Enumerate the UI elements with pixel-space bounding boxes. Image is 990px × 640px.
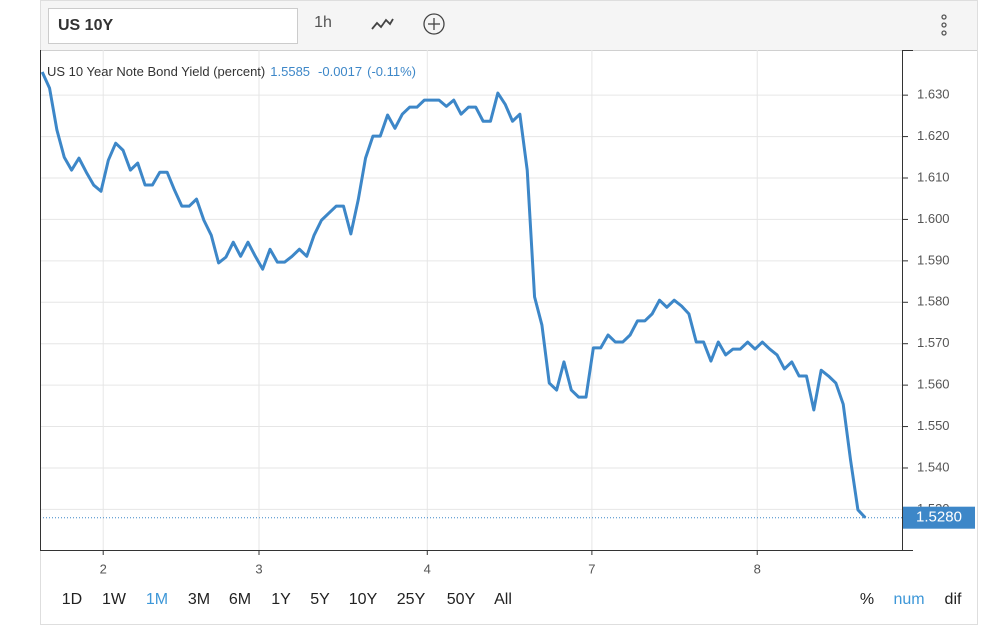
plot (40, 50, 902, 550)
range-button[interactable]: 6M (229, 591, 251, 608)
mode-button[interactable]: num (893, 591, 924, 608)
range-button[interactable]: 3M (188, 591, 210, 608)
range-button[interactable]: 50Y (447, 591, 476, 608)
y-tick-label: 1.630 (917, 87, 950, 102)
menu-dot (941, 30, 947, 36)
menu-dot (941, 22, 947, 28)
y-tick-label: 1.620 (917, 128, 950, 143)
y-tick-label: 1.600 (917, 211, 950, 226)
indicator-button[interactable] (423, 13, 445, 35)
plus-circle (423, 13, 445, 35)
series-line (40, 71, 867, 519)
y-tick-label: 1.580 (917, 294, 950, 309)
x-tick-label: 3 (255, 561, 262, 576)
range-button[interactable]: 1M (146, 591, 168, 608)
x-tick-label: 2 (100, 561, 107, 576)
range-buttons: 1D 1W 1M 3M 6M 1Y 5Y 10Y 25Y 50Y All% num dif (62, 591, 962, 608)
quote-change: -0.0017 (318, 64, 362, 79)
x-tick-label: 8 (754, 561, 761, 576)
range-button[interactable]: 5Y (310, 591, 330, 608)
y-tick-label: 1.560 (917, 377, 950, 392)
range-button[interactable]: 25Y (397, 591, 426, 608)
range-button[interactable]: 10Y (349, 591, 378, 608)
y-tick-label: 1.590 (917, 252, 950, 267)
y-tick-label: 1.610 (917, 169, 950, 184)
quote-last: 1.5585 (270, 64, 310, 79)
y-tick-label: 1.540 (917, 459, 950, 474)
y-tick-label: 1.570 (917, 335, 950, 350)
range-button[interactable]: 1W (102, 591, 127, 608)
range-button[interactable]: All (494, 591, 512, 608)
x-tick-label: 7 (588, 561, 595, 576)
last-value-label: 1.5280 (916, 509, 962, 526)
widget-frame (40, 0, 978, 625)
last-value-box (903, 506, 975, 529)
interval-button[interactable]: 1h (314, 14, 332, 31)
mode-button[interactable]: dif (945, 591, 962, 608)
menu-dot (941, 14, 947, 20)
chart-type-icon[interactable] (371, 18, 394, 30)
legend: US 10 Year Note Bond Yield (percent) 1.55… (47, 64, 416, 79)
menu-button[interactable] (941, 14, 947, 36)
symbol-input[interactable] (48, 8, 298, 44)
y-tick-label: 1.550 (917, 418, 950, 433)
series-name: US 10 Year Note Bond Yield (percent) (47, 64, 265, 79)
x-tick-label: 4 (424, 561, 431, 576)
quote-change-pct: (-0.11%) (367, 64, 416, 79)
range-button[interactable]: 1Y (271, 591, 291, 608)
mode-button[interactable]: % (860, 591, 874, 608)
range-button[interactable]: 1D (62, 591, 82, 608)
symbol-text: US 10Y (58, 17, 113, 34)
